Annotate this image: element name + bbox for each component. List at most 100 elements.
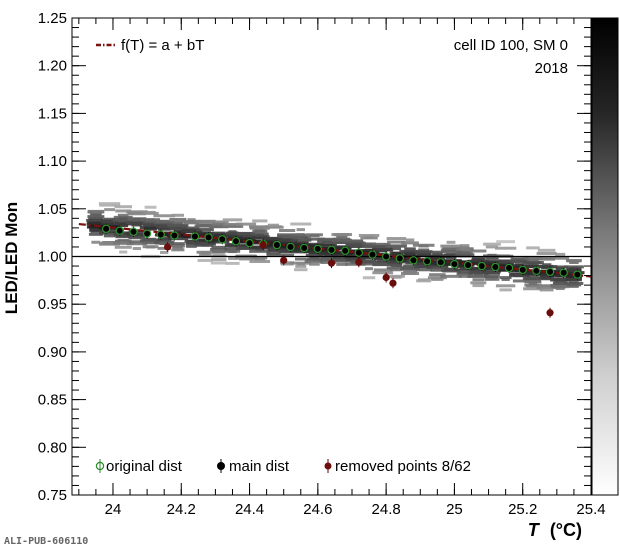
histogram-cell — [387, 240, 406, 244]
histogram-cell — [377, 259, 389, 263]
original-point — [518, 265, 527, 275]
main-point — [547, 268, 554, 275]
histogram-cell — [170, 231, 186, 235]
histogram-cell — [485, 255, 499, 259]
histogram-cell — [365, 267, 374, 271]
histogram-cell — [156, 238, 172, 242]
histogram-cell — [522, 277, 544, 281]
original-point — [190, 232, 200, 241]
histogram-cell — [255, 233, 265, 237]
histogram-cell — [240, 244, 252, 248]
histogram-cell — [526, 246, 540, 250]
original-point — [422, 257, 432, 266]
histogram-cell — [294, 257, 307, 261]
histogram-cell — [132, 247, 142, 251]
histogram-cell — [212, 231, 226, 235]
histogram-cell — [359, 260, 379, 264]
histogram-cell — [541, 284, 553, 288]
histogram-cell — [225, 261, 240, 265]
histogram-cell — [226, 231, 239, 235]
histogram-cell — [104, 208, 115, 212]
fit-legend-label: f(T) = a + bT — [121, 37, 204, 54]
histogram-cell — [470, 249, 487, 253]
original-point — [450, 259, 459, 269]
histogram-cell — [200, 251, 210, 255]
histogram-cell — [183, 226, 200, 230]
histogram-cell — [458, 270, 472, 274]
y-tick-label: 1.05 — [38, 201, 67, 218]
histogram-cell — [279, 236, 295, 240]
histogram-cell — [471, 256, 486, 260]
histogram-cell — [459, 250, 471, 254]
histogram-cell — [303, 237, 326, 241]
histogram-cell — [114, 205, 132, 209]
histogram-cell — [386, 260, 406, 264]
main-point — [478, 263, 485, 270]
histogram-cell — [345, 262, 366, 266]
histogram-cell — [226, 243, 239, 247]
main-point — [246, 240, 253, 247]
histogram-cell — [304, 260, 325, 264]
histogram-cell — [514, 274, 525, 278]
histogram-cell — [470, 281, 487, 285]
original-point — [170, 231, 179, 240]
histogram-cell — [470, 270, 487, 274]
histogram-cell — [105, 221, 114, 225]
histogram-cell — [142, 211, 159, 215]
histogram-cell — [224, 249, 241, 253]
histogram-cell — [483, 271, 501, 275]
histogram-cell — [525, 265, 541, 269]
histogram-cell — [197, 258, 213, 262]
histogram-cell — [391, 247, 402, 251]
histogram-cell — [290, 238, 312, 242]
histogram-cell — [237, 232, 256, 236]
histogram-cell — [321, 243, 336, 247]
histogram-cell — [528, 281, 538, 285]
histogram-cell — [323, 253, 333, 257]
y-tick-label: 0.90 — [38, 344, 67, 361]
histogram-cell — [153, 214, 175, 218]
histogram-cell — [541, 275, 553, 279]
histogram-cell — [209, 220, 229, 224]
histogram-cell — [484, 277, 500, 281]
histogram-cell — [116, 234, 131, 238]
x-tick-label: 24.4 — [235, 501, 264, 518]
histogram-cell — [187, 218, 196, 222]
main-point — [574, 271, 581, 278]
histogram-cell — [471, 259, 486, 263]
histogram-cell — [249, 260, 271, 264]
histogram-cell — [483, 259, 501, 263]
histogram-cell — [160, 250, 169, 254]
histogram-cell — [404, 247, 416, 251]
histogram-cell — [426, 265, 449, 269]
histogram-cell — [309, 234, 320, 238]
histogram-cell — [459, 244, 470, 248]
original-point — [354, 248, 363, 257]
histogram-cell — [186, 244, 197, 248]
histogram-cell — [90, 213, 102, 217]
histogram-cell — [362, 242, 376, 246]
histogram-cell — [331, 258, 352, 262]
histogram-cell — [159, 241, 170, 245]
histogram-cell — [552, 265, 568, 269]
original-point — [300, 243, 309, 253]
histogram-cell — [441, 259, 461, 263]
original-point — [272, 240, 282, 250]
histogram-cell — [267, 248, 280, 252]
histogram-cell — [118, 224, 129, 228]
original-point — [101, 224, 111, 233]
histogram-cell — [320, 256, 336, 260]
histogram-cell — [374, 242, 391, 246]
histogram-cell — [132, 218, 142, 222]
histogram-cell — [114, 239, 132, 243]
histogram-cell — [442, 250, 460, 254]
histogram-cell — [399, 249, 421, 253]
histogram-cell — [359, 256, 379, 260]
original-point — [156, 230, 165, 239]
histogram-cell — [485, 245, 499, 249]
histogram-cell — [416, 254, 431, 258]
histogram-cell — [295, 264, 307, 268]
histogram-cell — [143, 223, 158, 227]
histogram-cell — [88, 232, 103, 236]
histogram-cell — [141, 238, 160, 242]
